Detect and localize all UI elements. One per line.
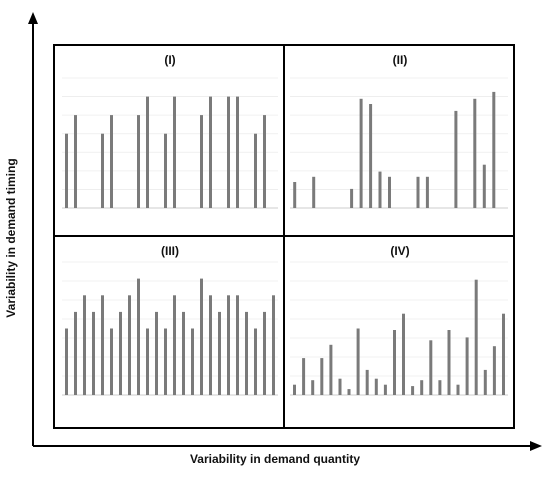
demand-bar [128, 295, 131, 396]
demand-bar [502, 313, 505, 395]
demand-bar [482, 164, 486, 208]
demand-bar [65, 133, 68, 208]
demand-bar [483, 369, 487, 395]
demand-bar [293, 384, 296, 395]
demand-bar [402, 313, 405, 395]
demand-bar [293, 182, 297, 208]
demand-bar [74, 311, 77, 395]
demand-bar [92, 311, 95, 395]
demand-bar [374, 378, 378, 395]
demand-bar [137, 115, 140, 208]
demand-bar [302, 358, 306, 395]
demand-bar [383, 384, 387, 395]
demand-bar [388, 176, 391, 208]
y-axis-label: Variability in demand timing [4, 158, 18, 318]
y-axis-arrowhead [28, 12, 38, 24]
demand-bar [245, 311, 248, 395]
demand-bar [101, 295, 104, 396]
demand-bar [164, 328, 167, 395]
demand-bar [263, 115, 266, 208]
demand-bar [200, 278, 203, 395]
quadrant-4-label: (IV) [390, 244, 409, 258]
x-axis-arrowhead [530, 441, 542, 451]
demand-bar [369, 104, 373, 208]
demand-bar [492, 91, 496, 208]
demand-bar [200, 115, 203, 208]
demand-bar [420, 380, 424, 395]
quadrant-charts [62, 77, 508, 396]
demand-bar [312, 176, 316, 208]
demand-bar [254, 133, 257, 208]
demand-bar [425, 176, 429, 208]
demand-bar [320, 358, 324, 395]
demand-bar [492, 346, 496, 395]
demand-bar [191, 328, 194, 395]
demand-bar [272, 295, 275, 396]
demand-bar [356, 328, 360, 395]
demand-bar [209, 295, 212, 396]
demand-bar [411, 386, 415, 395]
demand-bar [110, 115, 113, 208]
demand-bar [429, 340, 433, 395]
demand-bar [74, 115, 77, 208]
demand-bar [393, 330, 396, 395]
demand-bar [227, 96, 230, 208]
demand-bar [350, 188, 354, 208]
demand-bar [155, 311, 158, 395]
demand-bar [438, 380, 442, 395]
demand-bar [227, 295, 230, 396]
quadrant-1-label: (I) [164, 53, 175, 67]
demand-bar [474, 279, 478, 395]
demand-bar [378, 171, 382, 208]
demand-bar [454, 110, 458, 208]
demand-bar [146, 328, 149, 395]
demand-bar [416, 176, 420, 208]
demand-bar [347, 389, 351, 395]
demand-bar [119, 311, 122, 395]
demand-bar [465, 337, 469, 395]
demand-bar [173, 96, 176, 208]
demand-bar [164, 133, 167, 208]
demand-bar [236, 96, 239, 208]
demand-bar [65, 328, 68, 395]
demand-bar [137, 278, 140, 395]
demand-bar [254, 328, 257, 395]
demand-bar [456, 384, 460, 395]
demand-bar [218, 311, 221, 395]
demand-bar [236, 295, 239, 396]
demand-bar [447, 330, 451, 395]
demand-bar [329, 344, 333, 395]
demand-bar [83, 295, 86, 396]
demand-bar [473, 98, 477, 208]
demand-bar [263, 311, 266, 395]
demand-bar [182, 311, 185, 395]
demand-bar [365, 369, 369, 395]
demand-bar [101, 133, 104, 208]
demand-bar [173, 295, 176, 396]
quadrant-2-label: (II) [393, 53, 408, 67]
demand-bar [338, 378, 342, 395]
demand-bar [110, 328, 113, 395]
x-axis-label: Variability in demand quantity [189, 452, 361, 466]
demand-bar [311, 380, 315, 395]
demand-bar [359, 98, 363, 208]
demand-bar [146, 96, 149, 208]
demand-bar [209, 96, 212, 208]
quadrant-3-label: (III) [161, 244, 179, 258]
